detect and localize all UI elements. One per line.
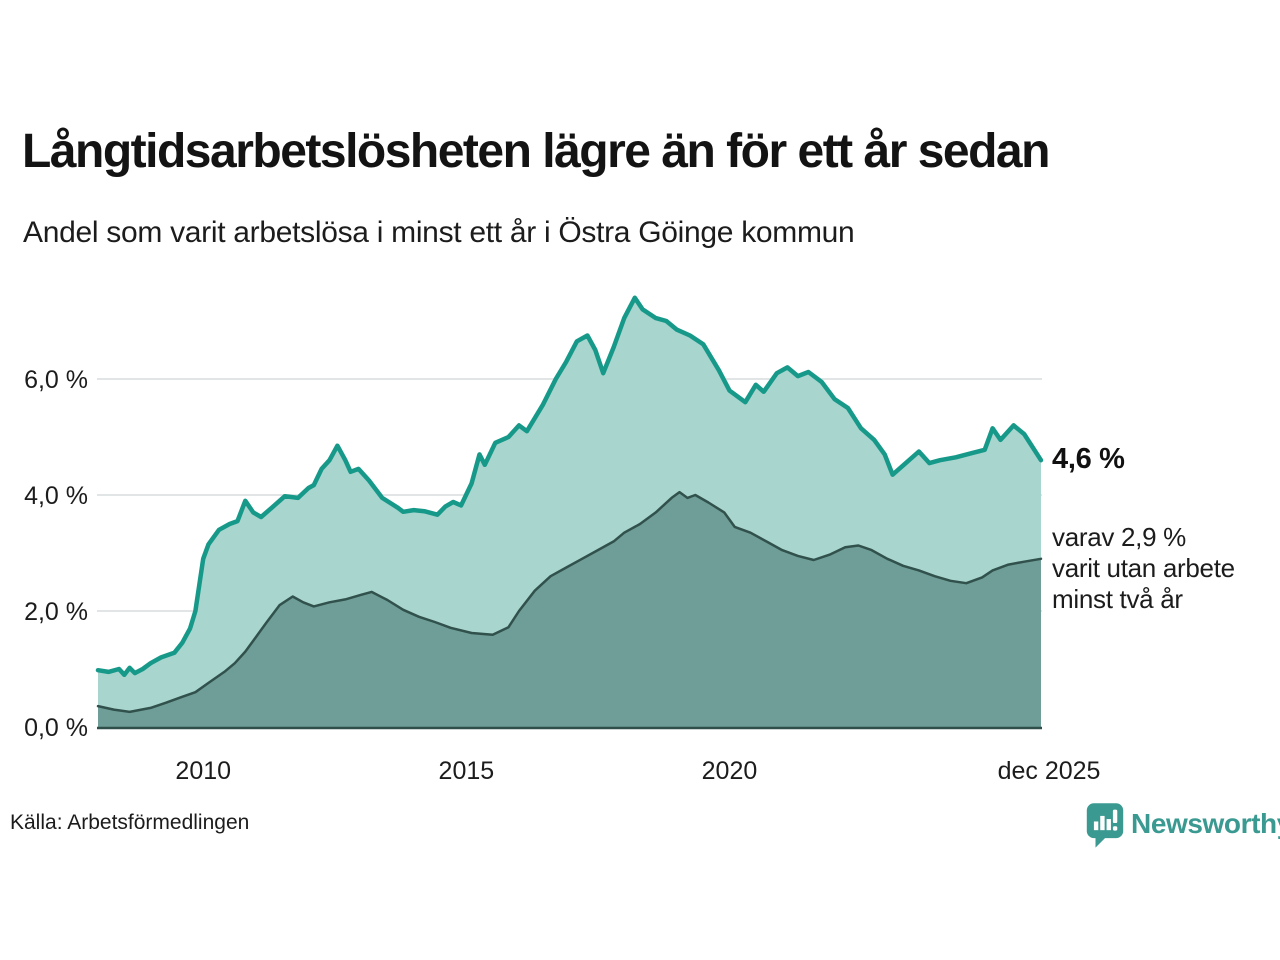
brand-name: Newsworthy bbox=[1131, 808, 1280, 839]
y-axis-tick-label: 4,0 % bbox=[24, 482, 88, 510]
newsworthy-speech-bubble-bar-chart-icon bbox=[1086, 803, 1124, 848]
y-axis-tick-label: 2,0 % bbox=[24, 598, 88, 626]
line-series-1 bbox=[95, 295, 1044, 678]
x-axis-tick-label: 2020 bbox=[702, 757, 758, 785]
brand-logo: Newsworthy bbox=[1086, 802, 1280, 852]
secondary-series-label: varav 2,9 % varit utan arbete minst två … bbox=[1052, 522, 1235, 615]
source-attribution: Källa: Arbetsförmedlingen bbox=[10, 811, 250, 834]
x-axis-tick-label: dec 2025 bbox=[998, 757, 1101, 785]
secondary-series-label-line: minst två år bbox=[1052, 584, 1183, 614]
secondary-series-label-line: varav 2,9 % bbox=[1052, 522, 1186, 552]
y-axis-tick-label: 0,0 % bbox=[24, 714, 88, 742]
chart-subtitle: Andel som varit arbetslösa i minst ett å… bbox=[23, 216, 855, 249]
area-series-2 bbox=[98, 492, 1041, 727]
y-axis-tick-label: 6,0 % bbox=[24, 366, 88, 394]
x-axis-tick-label: 2015 bbox=[439, 757, 495, 785]
x-axis-tick-label: 2010 bbox=[175, 757, 231, 785]
line-series-2 bbox=[96, 490, 1043, 714]
page-title: Långtidsarbetslösheten lägre än för ett … bbox=[22, 125, 1050, 178]
end-value-label: 4,6 % bbox=[1052, 443, 1125, 475]
secondary-series-label-line: varit utan arbete bbox=[1052, 553, 1235, 583]
